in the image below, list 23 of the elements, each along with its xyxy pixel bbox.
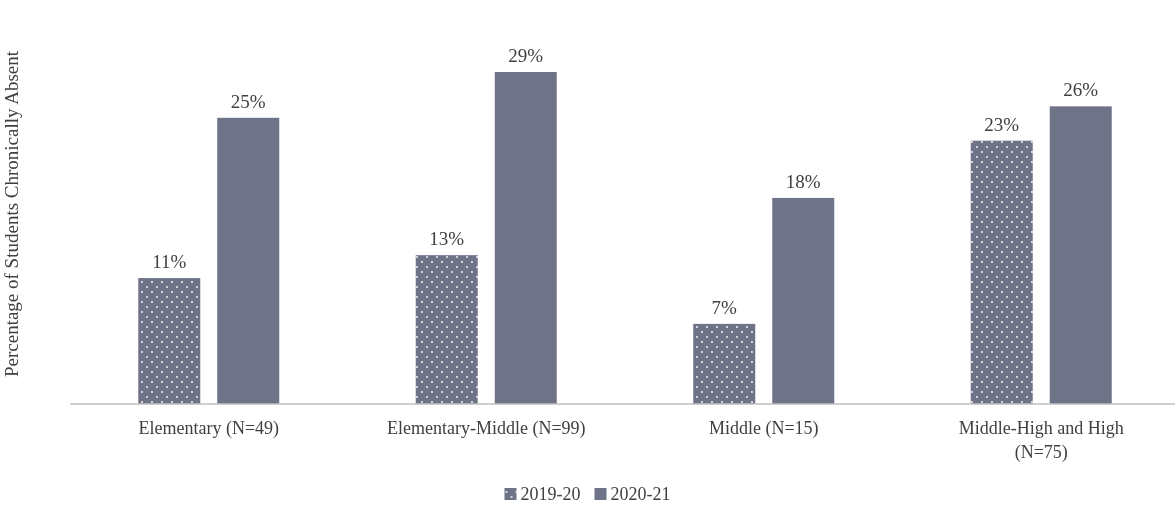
data-label: 29%: [508, 45, 544, 66]
data-label: 26%: [1063, 79, 1099, 101]
bar: [494, 72, 557, 404]
bar: [138, 278, 201, 404]
bar: [1049, 106, 1112, 404]
x-tick-label: Middle (N=15): [708, 418, 819, 439]
bar: [693, 323, 756, 404]
data-label: 13%: [429, 228, 465, 250]
legend-label: 2019-20: [520, 484, 581, 504]
data-label: 11%: [152, 251, 187, 273]
bar: [772, 197, 835, 404]
bar: [217, 117, 280, 404]
x-tick-label: Elementary-Middle (N=99): [386, 418, 586, 439]
legend-label: 2020-21: [610, 484, 671, 504]
data-label: 7%: [711, 296, 738, 318]
data-label: 25%: [230, 90, 266, 112]
data-label: 23%: [984, 113, 1020, 135]
bar: [415, 255, 478, 404]
x-tick-label: Middle-High and High (N=75): [958, 418, 1124, 463]
y-axis-title: Percentage of Students Chronically Absent: [1, 50, 22, 378]
data-label: 18%: [785, 170, 821, 192]
x-tick-label: Elementary (N=49): [138, 418, 280, 439]
bar: [970, 140, 1033, 404]
